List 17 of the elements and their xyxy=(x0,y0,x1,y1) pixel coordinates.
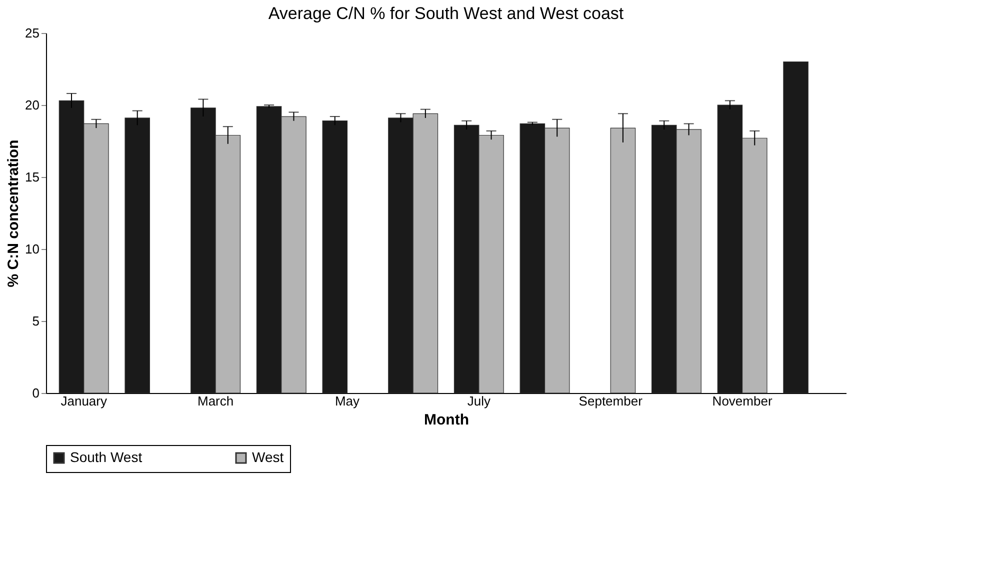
x-tick-label: March xyxy=(197,394,234,408)
legend-label: West xyxy=(252,449,284,465)
x-tick-label: May xyxy=(334,394,360,408)
x-tick-label: July xyxy=(467,394,491,408)
y-tick-label: 0 xyxy=(32,386,40,400)
x-tick-label: November xyxy=(712,394,773,408)
y-tick-label: 10 xyxy=(25,242,40,256)
y-tick-label: 5 xyxy=(32,314,40,328)
legend-label: South West xyxy=(70,449,142,465)
y-axis-title: % C:N concentration xyxy=(5,140,22,288)
x-axis-title: Month xyxy=(424,412,469,428)
x-tick-label: January xyxy=(60,394,108,408)
y-tick-label: 15 xyxy=(25,170,40,184)
y-tick-label: 20 xyxy=(25,98,40,112)
x-tick-label: September xyxy=(578,394,644,408)
y-tick-label: 25 xyxy=(25,26,40,40)
chart-title: Average C/N % for South West and West coast xyxy=(268,4,624,23)
